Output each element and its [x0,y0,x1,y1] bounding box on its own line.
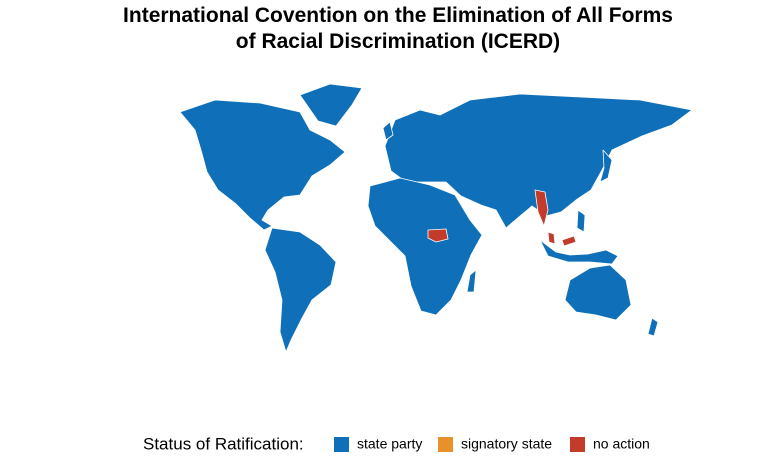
legend-swatch [570,437,585,452]
eurasia [384,93,693,229]
north-america [179,99,346,231]
title-line: International Covention on the Eliminati… [123,4,673,27]
south-america [264,227,337,353]
africa [367,177,483,316]
south-sudan [427,228,449,243]
new-zealand [647,317,659,337]
title-line: of Racial Discrimination (ICERD) [236,30,560,53]
greenland [299,83,363,127]
legend: state party signatory state no action [334,436,650,452]
legend-label: signatory state [461,436,552,452]
legend-swatch [334,437,349,452]
legend-label: state party [357,436,422,452]
legend-title: Status of Ratification: [143,434,304,453]
japan [599,149,613,183]
malaysia-borneo [561,235,577,247]
legend-label: no action [593,436,650,452]
malaysia [547,231,556,245]
myanmar [534,189,549,227]
madagascar [466,269,477,293]
legend-swatch [438,437,453,452]
philippines [576,209,586,233]
world-map [179,83,693,353]
indonesia [539,239,619,265]
australia [564,264,632,321]
uk [382,121,394,141]
